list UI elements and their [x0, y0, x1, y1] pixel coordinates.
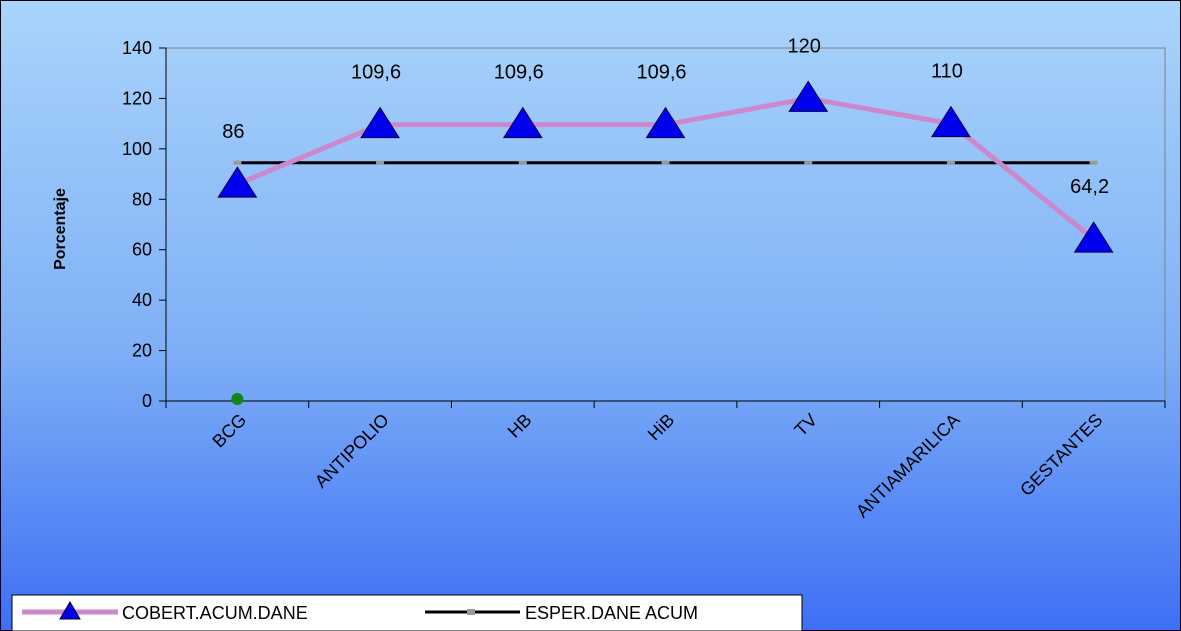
data-label: 109,6 [494, 62, 544, 84]
y-tick-label: 120 [122, 88, 152, 108]
y-tick-label: 80 [132, 189, 152, 209]
legend: COBERT.ACUM.DANE ESPER.DANE ACUM [11, 594, 803, 631]
data-label: 120 [788, 35, 821, 57]
point-cobert [645, 106, 686, 139]
point-esper [661, 160, 670, 165]
point-esper [233, 160, 242, 165]
point-esper [804, 160, 813, 165]
data-label: 109,6 [636, 62, 686, 84]
legend-box [11, 594, 803, 631]
data-label: 64,2 [1070, 176, 1109, 198]
point-cobert [1073, 221, 1114, 253]
y-tick-label: 100 [122, 139, 152, 159]
y-tick-label: 20 [132, 341, 152, 361]
y-axis-label: Porcentaje [52, 188, 69, 270]
y-tick-label: 40 [132, 290, 152, 310]
point-cobert [502, 106, 543, 139]
extra-point [231, 392, 244, 405]
y-tick-label: 60 [132, 240, 152, 260]
series [217, 80, 1114, 405]
y-tick-label: 140 [122, 38, 152, 58]
data-label: 110 [931, 61, 963, 83]
point-esper [376, 160, 385, 165]
data-label: 109,6 [351, 62, 401, 84]
point-cobert [360, 106, 400, 139]
point-cobert [931, 105, 971, 138]
point-cobert [217, 166, 258, 198]
point-esper [518, 160, 527, 165]
legend-label-esper: ESPER.DANE ACUM [525, 603, 698, 623]
legend-marker-square [467, 609, 475, 615]
point-cobert [788, 80, 829, 112]
labels: 86 109,6 109,6 109,6 120 110 64,2 [222, 35, 1109, 198]
legend-label-cobert: COBERT.ACUM.DANE [122, 603, 308, 623]
data-label: 86 [222, 121, 244, 143]
point-esper [1089, 160, 1098, 165]
point-esper [946, 160, 955, 165]
legend-marker-triangle [59, 601, 81, 620]
y-tick-label: 0 [142, 391, 152, 411]
